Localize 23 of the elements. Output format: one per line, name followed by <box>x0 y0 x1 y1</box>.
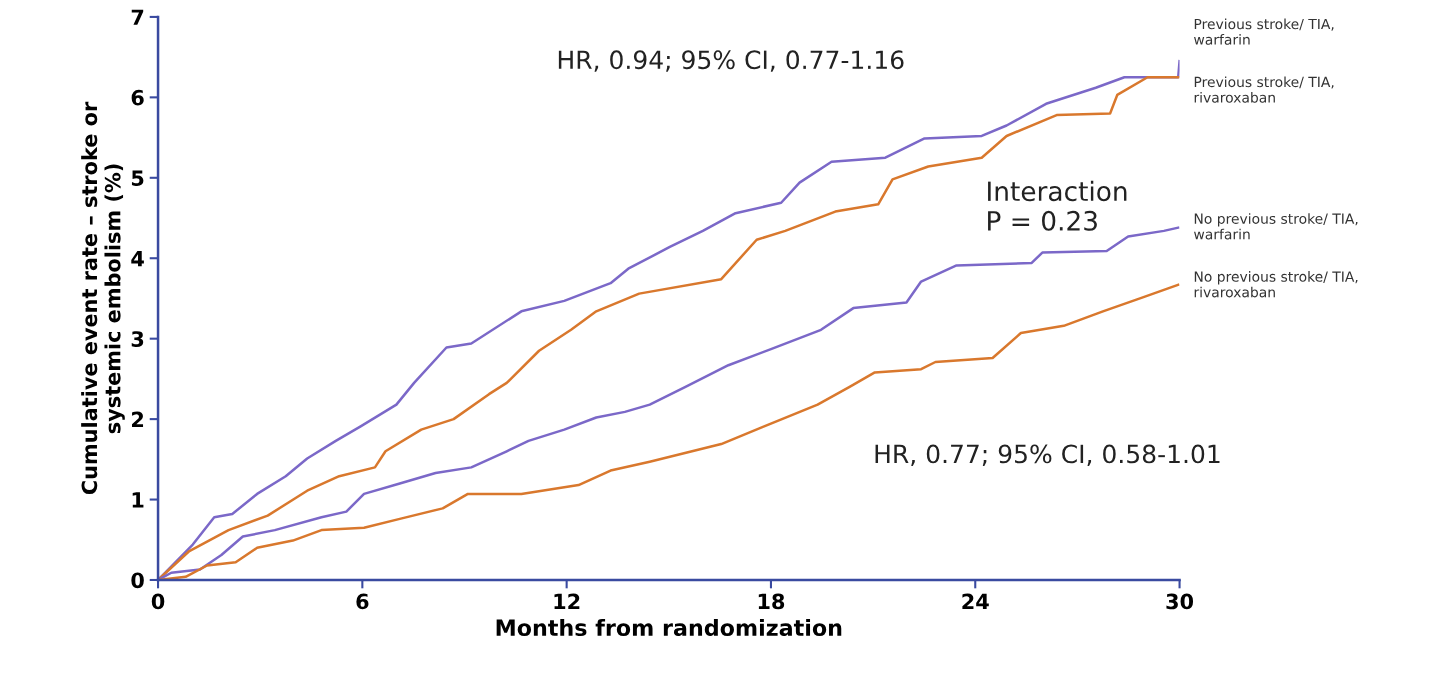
y-tick-label: 4 <box>131 250 144 267</box>
series-label: No previous stroke/ TIA, warfarin <box>1194 213 1358 240</box>
x-tick-label: 24 <box>962 593 989 610</box>
x-tick-label: 6 <box>356 593 369 610</box>
annotation: Interaction P = 0.23 <box>988 180 1127 231</box>
y-tick-label: 5 <box>131 170 144 187</box>
annotation: HR, 0.77; 95% CI, 0.58-1.01 <box>875 444 1220 466</box>
series-label: Previous stroke/ TIA, warfarin <box>1194 18 1334 45</box>
x-axis-title: Months from randomization <box>496 618 842 637</box>
y-tick-label: 0 <box>131 572 144 589</box>
y-tick-label: 1 <box>132 492 144 508</box>
x-tick-label: 30 <box>1166 593 1194 610</box>
annotation: HR, 0.94; 95% CI, 0.77-1.16 <box>558 50 904 72</box>
y-axis-title: Cumulative event rate – stroke or systemic embolism (%) <box>81 101 125 495</box>
x-tick-label: 18 <box>758 593 785 610</box>
y-tick-label: 6 <box>131 89 144 106</box>
x-tick-label: 12 <box>554 593 580 610</box>
series-label: No previous stroke/ TIA, rivaroxaban <box>1194 271 1358 298</box>
x-tick-label: 0 <box>151 593 165 610</box>
y-tick-label: 7 <box>131 9 144 25</box>
series-label: Previous stroke/ TIA, rivaroxaban <box>1194 76 1334 103</box>
y-tick-label: 3 <box>131 331 144 347</box>
y-tick-label: 2 <box>132 411 144 428</box>
